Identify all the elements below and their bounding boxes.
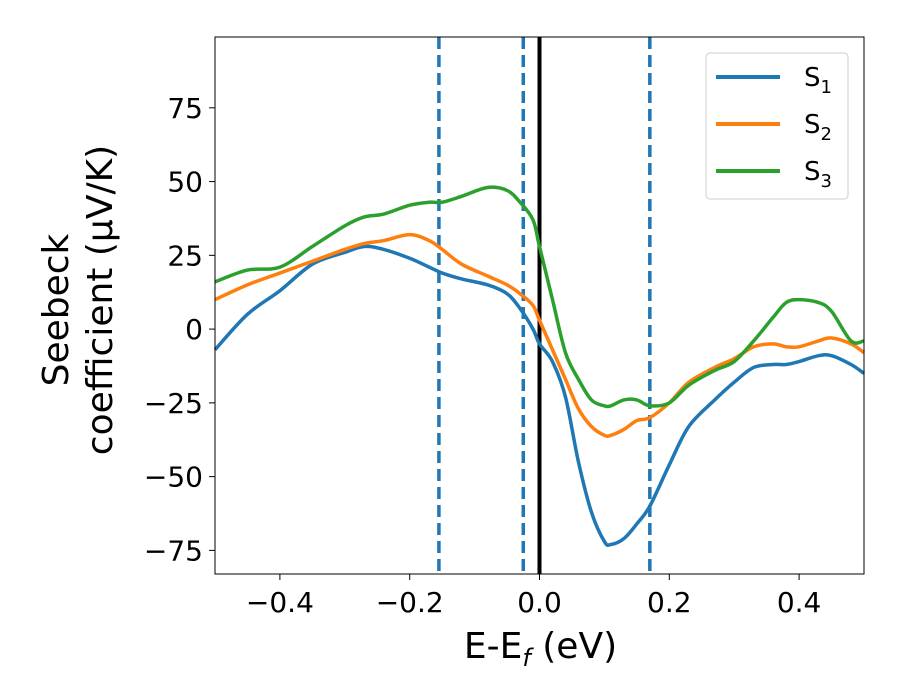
series-line-s1	[213, 244, 866, 547]
x-tick-label: 0.0	[517, 586, 562, 619]
plot-frame	[214, 36, 865, 575]
legend-label-s2: S2	[804, 110, 832, 145]
series-lines	[213, 185, 866, 547]
legend-label-s3: S3	[804, 157, 832, 192]
x-tick-label: 0.2	[647, 586, 692, 619]
y-axis-title: Seebeck coefficient (μV/K)	[36, 145, 121, 455]
series-line-s3	[214, 185, 865, 409]
y-axis-title-line2: coefficient (μV/K)	[80, 145, 121, 455]
legend-label-s1: S1	[804, 63, 832, 98]
y-axis-title-line1: Seebeck	[36, 233, 77, 386]
y-tick-label: −25	[144, 387, 203, 420]
y-tick-label: −75	[144, 534, 203, 567]
y-tick-label: 25	[167, 239, 203, 272]
x-tick-label: −0.4	[246, 586, 314, 619]
x-axis-title: E-Ef (eV)	[464, 626, 617, 672]
y-tick-label: 50	[167, 166, 203, 199]
y-tick-label: −50	[144, 461, 203, 494]
y-axis-ticks: 75 50 25 0 −25 −50 −75	[144, 92, 215, 567]
legend: S1 S2 S3	[705, 52, 849, 200]
x-axis-ticks: −0.4 −0.2 0.0 0.2 0.4	[246, 574, 821, 619]
reference-lines	[437, 37, 652, 574]
series-line-s2	[214, 232, 866, 438]
y-tick-label: 75	[167, 92, 203, 125]
x-tick-label: −0.2	[376, 586, 444, 619]
x-tick-label: 0.4	[777, 586, 822, 619]
y-tick-label: 0	[185, 313, 203, 346]
